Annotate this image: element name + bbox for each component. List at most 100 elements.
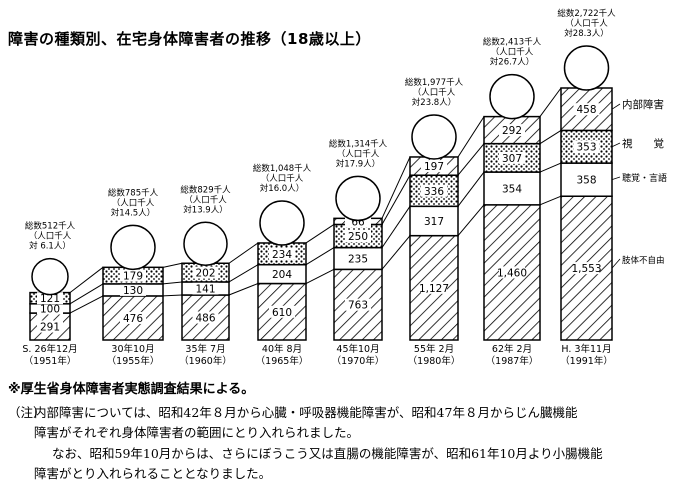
value-label-bg-visual-0: [37, 292, 63, 305]
value-label-visual-0: 121: [40, 293, 60, 305]
value-label-bg-physical-2: [192, 311, 219, 324]
legend-leader-visual: [611, 142, 621, 148]
source-note: ※厚生省身体障害者実態調査結果による。: [8, 382, 255, 397]
category-label-6: 62年 2月: [492, 343, 532, 355]
total-label-0-3: 対 6.1人）: [29, 241, 71, 252]
connector-hearing-1: [162, 281, 183, 285]
head-circle-0: [31, 257, 69, 296]
value-label-visual-7: 353: [576, 142, 596, 154]
category-labels: S. 26年12月（1951年） 30年10月（1955年） 35年 7月（1960…: [22, 343, 612, 367]
value-label-physical-4: 763: [348, 300, 368, 312]
connector-hearing-5: [457, 171, 485, 207]
category-label-1: 30年10月: [111, 343, 154, 355]
connector-physical-1: [162, 294, 183, 297]
value-label-hearing-6: 354: [502, 183, 522, 195]
total-label-0-1: 総数512千人: [25, 221, 76, 232]
value-label-bg-physical-1: [120, 311, 146, 324]
value-label-bg-hearing-5: [421, 214, 447, 227]
total-label-4-1: 総数1,314千人: [329, 138, 388, 149]
total-label-2-2: （人口千人: [184, 194, 227, 205]
connector-visual-2: [228, 242, 259, 264]
value-label-physical-7: 1,553: [571, 263, 601, 275]
legend-leader-hearing: [611, 176, 621, 181]
chart-title: 障害の種類別、在宅身体障害者の推移（18歳以上）: [8, 30, 371, 48]
value-label-bg-hearing-6: [499, 182, 525, 195]
value-label-physical-6: 1,460: [497, 267, 527, 279]
legend-label-physical: 肢体不自由: [622, 255, 665, 266]
total-label-5-3: 対23.8人）: [412, 97, 456, 108]
head-circle-4: [335, 175, 381, 222]
connector-physical-6: [539, 195, 562, 206]
value-label-bg-physical-6: [499, 266, 525, 279]
note-line-1: （注）内部障害については、昭和42年８月から心臓・呼吸器機能障害が、昭和47年８…: [8, 402, 577, 421]
value-label-bg-internal-6: [499, 124, 525, 137]
connector-physical-2: [228, 283, 259, 296]
connector-visual-3: [305, 224, 335, 244]
connector-visual-4: [381, 174, 411, 225]
value-label-bg-physical-7: [573, 262, 600, 275]
total-label-6-1: 総数2,413千人: [483, 37, 542, 48]
total-label-3-3: 対16.0人）: [260, 183, 304, 194]
connector-hearing-3: [305, 247, 335, 266]
category-label-4: 45年10月: [336, 343, 379, 355]
value-label-internal-5: 197: [424, 161, 444, 173]
total-label-1-1: 総数785千人: [108, 187, 159, 198]
connector-hearing-2: [228, 264, 259, 283]
value-label-bg-visual-4: [345, 230, 371, 243]
value-label-internal-6: 292: [502, 125, 522, 137]
value-label-bg-physical-3: [269, 305, 295, 318]
value-label-bg-hearing-4: [345, 252, 371, 265]
category-label-5: 55年 2月: [414, 343, 454, 355]
head-circle-5: [411, 114, 457, 160]
total-label-1-2: （人口千人: [112, 197, 155, 208]
connector-internal-4: [381, 156, 411, 219]
value-label-physical-2: 486: [195, 313, 215, 325]
total-label-3-2: （人口千人: [261, 173, 304, 184]
legend-label-hearing: 聴覚・言語: [622, 172, 667, 184]
total-label-3-1: 総数1,048千人: [253, 163, 312, 174]
value-label-physical-5: 1,127: [419, 283, 449, 295]
connector-visual-6: [539, 129, 562, 145]
total-label-5-2: （人口千人: [413, 87, 456, 98]
connector-visual-0: [69, 266, 104, 293]
value-label-hearing-3: 204: [272, 269, 292, 281]
legend-leader-internal: [611, 103, 621, 110]
connector-internal-6: [539, 87, 562, 117]
head-circle-3: [259, 200, 305, 246]
value-label-bg-physical-0: [37, 320, 63, 333]
connector-hearing-6: [539, 162, 562, 173]
value-label-physical-1: 476: [123, 313, 143, 325]
value-label-bg-hearing-3: [269, 268, 295, 281]
category-year-3: （1965年）: [256, 355, 309, 367]
value-label-hearing-0: 100: [40, 303, 60, 315]
total-label-0-2: （人口千人: [29, 231, 72, 242]
connector-physical-4: [381, 235, 411, 270]
connector-hearing-4: [381, 206, 411, 248]
category-label-3: 40年 8月: [262, 343, 302, 355]
head-circle-2: [183, 221, 228, 267]
category-label-0: S. 26年12月: [22, 343, 77, 355]
value-label-bg-internal-7: [573, 103, 600, 116]
head-circle-7: [563, 45, 610, 91]
value-label-visual-1: 179: [123, 271, 143, 283]
value-label-bg-visual-6: [499, 151, 525, 164]
value-label-visual-6: 307: [502, 153, 522, 165]
category-label-2: 35年 7月: [185, 343, 225, 355]
note-line-3: なお、昭和59年10月からは、さらにぼうこう又は直腸の機能障害が、昭和61年10…: [52, 446, 603, 461]
total-label-4-3: 対17.9人）: [336, 158, 380, 169]
total-label-5-1: 総数1,977千人: [405, 77, 464, 88]
value-label-bg-physical-5: [421, 281, 447, 294]
value-label-bg-visual-7: [573, 140, 600, 153]
legend-leader-physical: [611, 258, 621, 269]
value-label-bg-hearing-7: [573, 173, 600, 186]
legend-label-internal: 内部障害: [622, 98, 664, 111]
